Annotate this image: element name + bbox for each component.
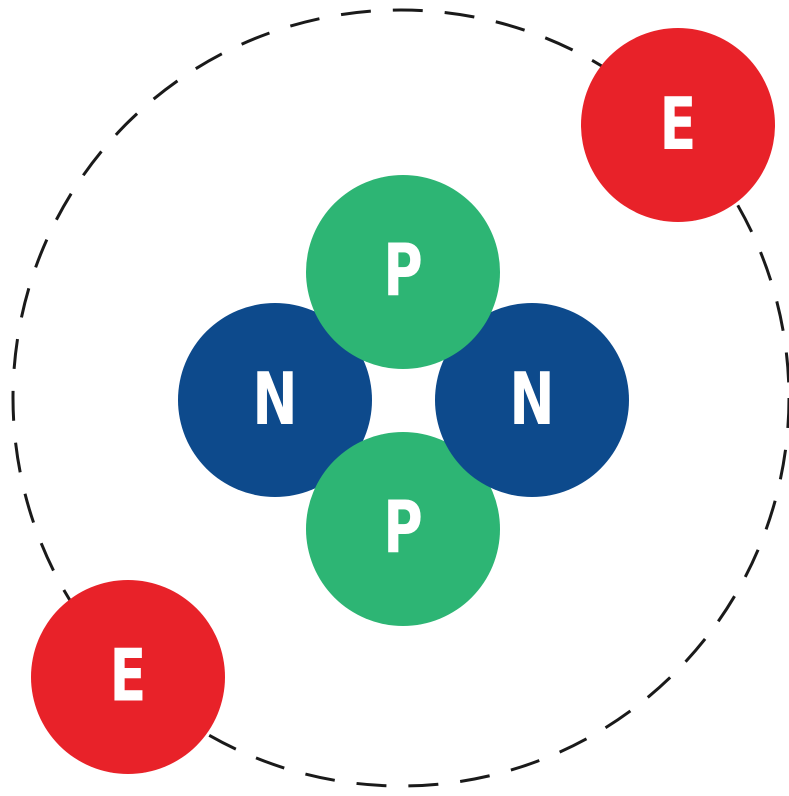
electron-label: E (110, 635, 147, 719)
neutron-label: N (509, 358, 554, 442)
neutron-label: N (252, 358, 297, 442)
page: {"nodes": [ {"label": "E"}, {"label": "E… (0, 0, 789, 796)
proton: P (306, 175, 500, 369)
electron: E (31, 580, 225, 774)
electron-label: E (660, 83, 697, 167)
atom-diagram: N P N P E E (0, 0, 789, 796)
proton-label: P (383, 487, 423, 571)
proton-label: P (383, 230, 423, 314)
electron: E (581, 28, 775, 222)
